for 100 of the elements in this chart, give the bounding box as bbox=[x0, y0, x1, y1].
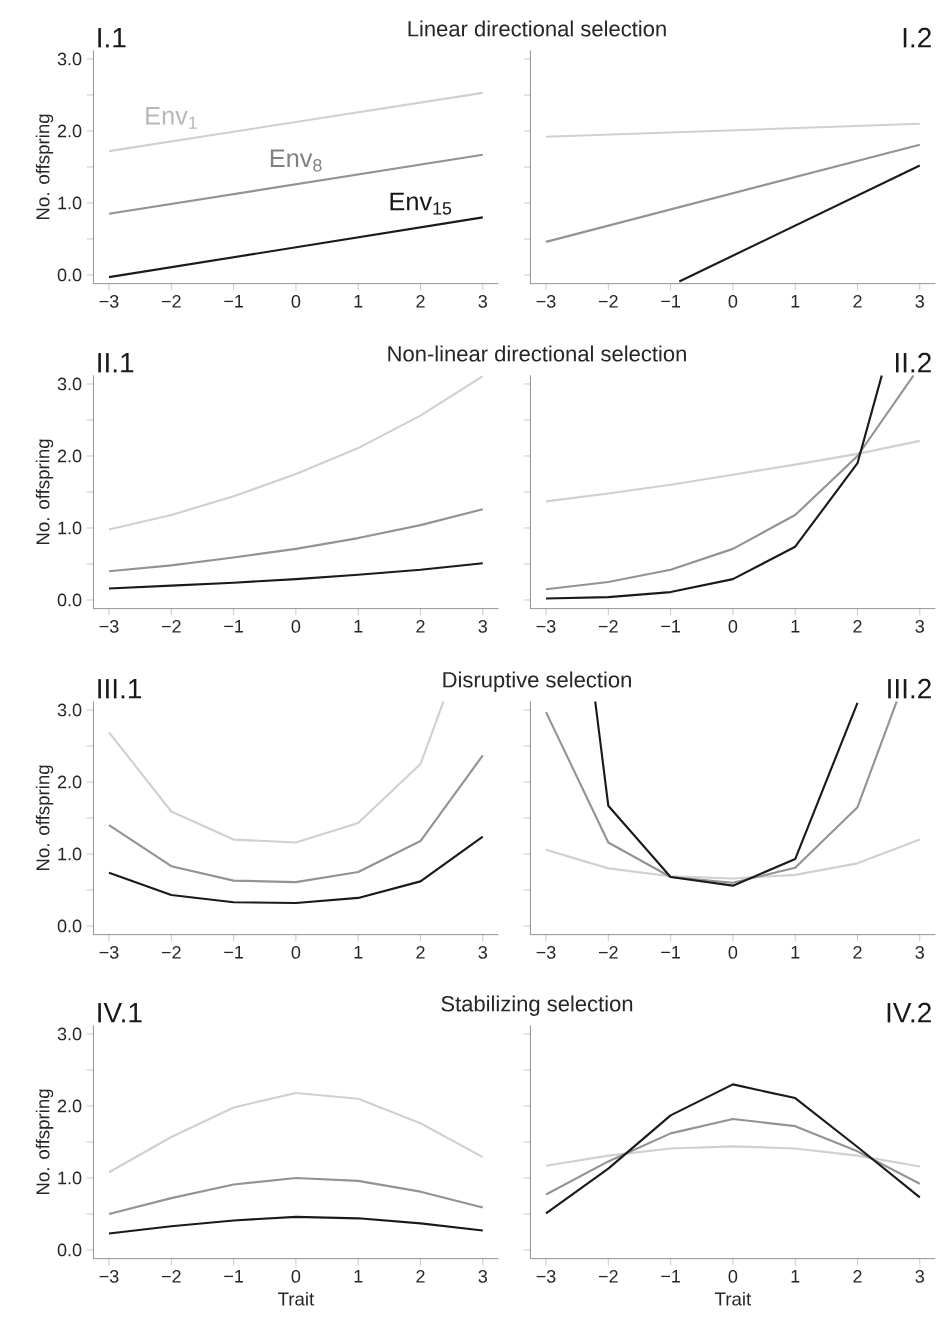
x-tick-label: 3 bbox=[478, 620, 488, 633]
text: III.1 bbox=[98, 679, 142, 699]
series-label: Env$_{8}$ bbox=[270, 149, 322, 172]
x-tick-label: 0 bbox=[291, 946, 301, 959]
chart-title: Disruptive selection bbox=[443, 671, 631, 692]
text: IV.1 bbox=[98, 1003, 142, 1023]
y-axis-title: No. offspring bbox=[35, 1089, 54, 1195]
text: III.2 bbox=[888, 678, 931, 699]
x-tick-label: 2 bbox=[853, 620, 862, 633]
x-tick-label: 2 bbox=[416, 1270, 425, 1283]
x-tick-label: −2 bbox=[161, 946, 181, 959]
line-series bbox=[107, 562, 484, 590]
x-tick-label: 3 bbox=[915, 946, 925, 959]
x-tick-label: −3 bbox=[99, 620, 119, 633]
text: II.2 bbox=[895, 352, 931, 373]
x-tick-label: −2 bbox=[161, 620, 181, 633]
x-tick-label: 2 bbox=[416, 620, 425, 633]
text: IV.2 bbox=[887, 1002, 931, 1023]
x-tick-label: 3 bbox=[478, 295, 488, 308]
y-tick-label: 3.0 bbox=[57, 1027, 82, 1041]
x-tick-label: −3 bbox=[99, 1270, 119, 1283]
line-series bbox=[107, 1091, 484, 1174]
text: I.2 bbox=[903, 27, 931, 48]
line-series bbox=[107, 375, 484, 531]
x-tick-label: −3 bbox=[99, 946, 119, 959]
y-tick-label: 0.0 bbox=[57, 593, 82, 607]
line-series bbox=[107, 508, 484, 573]
x-tick-label: 0 bbox=[728, 1270, 738, 1283]
y-tick-label: 1.0 bbox=[58, 1171, 82, 1185]
x-tick-label: 0 bbox=[728, 620, 738, 633]
y-tick-label: 0.0 bbox=[57, 919, 82, 933]
y-tick-label: 2.0 bbox=[57, 1099, 82, 1113]
x-tick-label: −3 bbox=[536, 946, 556, 959]
series-label: Env$_{1}$ bbox=[146, 107, 197, 129]
x-tick-label: 0 bbox=[728, 946, 738, 959]
x-tick-label: 3 bbox=[915, 295, 925, 308]
x-tick-label: −3 bbox=[99, 295, 119, 308]
x-tick-label: 2 bbox=[853, 295, 862, 308]
x-tick-label: −2 bbox=[161, 1270, 181, 1283]
line-series bbox=[107, 835, 484, 905]
chart-title: Linear directional selection bbox=[408, 20, 666, 37]
x-tick-label: −1 bbox=[224, 620, 243, 633]
series-label: Env$_{15}$ bbox=[390, 192, 452, 215]
y-tick-label: 1.0 bbox=[58, 521, 82, 535]
x-tick-label: −2 bbox=[161, 295, 181, 308]
x-tick-label: 0 bbox=[728, 295, 738, 308]
x-axis-title: Trait bbox=[715, 1291, 752, 1306]
y-tick-label: 2.0 bbox=[57, 449, 82, 463]
x-tick-label: −1 bbox=[661, 946, 680, 959]
x-tick-label: 1 bbox=[354, 620, 363, 633]
y-tick-label: 3.0 bbox=[57, 703, 82, 717]
x-tick-label: 1 bbox=[354, 946, 363, 959]
y-tick-label: 0.0 bbox=[57, 268, 82, 282]
y-tick-label: 1.0 bbox=[58, 196, 82, 210]
x-tick-label: 1 bbox=[791, 946, 800, 959]
line-series bbox=[107, 1215, 484, 1235]
y-axis-title: No. offspring bbox=[35, 439, 54, 545]
x-tick-label: −3 bbox=[536, 620, 556, 633]
x-tick-label: 3 bbox=[915, 620, 925, 633]
x-tick-label: 1 bbox=[791, 1270, 800, 1283]
x-tick-label: −3 bbox=[536, 1270, 556, 1283]
x-tick-label: −1 bbox=[661, 1270, 680, 1283]
text: I.1 bbox=[98, 28, 126, 48]
x-tick-label: −2 bbox=[598, 946, 618, 959]
chart-title: Stabilizing selection bbox=[441, 995, 633, 1016]
x-tick-label: 3 bbox=[478, 1270, 488, 1283]
x-tick-label: −3 bbox=[536, 295, 556, 308]
x-tick-label: 1 bbox=[354, 295, 363, 308]
x-tick-label: 1 bbox=[791, 295, 800, 308]
x-tick-label: −2 bbox=[598, 620, 618, 633]
x-tick-label: 2 bbox=[853, 946, 862, 959]
x-axis-title: Trait bbox=[277, 1291, 315, 1306]
y-tick-label: 3.0 bbox=[57, 52, 82, 66]
x-tick-label: 3 bbox=[478, 946, 488, 959]
x-tick-label: −1 bbox=[661, 295, 680, 308]
x-tick-label: 2 bbox=[416, 295, 425, 308]
x-tick-label: 1 bbox=[354, 1270, 363, 1283]
x-tick-label: −1 bbox=[661, 620, 680, 633]
x-tick-label: 1 bbox=[791, 620, 800, 633]
x-tick-label: −2 bbox=[598, 1270, 618, 1283]
y-tick-label: 0.0 bbox=[57, 1243, 82, 1257]
y-tick-label: 2.0 bbox=[57, 775, 82, 789]
line-series bbox=[107, 754, 484, 884]
x-tick-label: 0 bbox=[291, 620, 301, 633]
x-tick-label: 2 bbox=[416, 946, 425, 959]
chart-title: Non-linear directional selection bbox=[388, 345, 686, 362]
x-tick-label: 3 bbox=[915, 1270, 925, 1283]
y-axis-title: No. offspring bbox=[35, 114, 54, 220]
y-tick-label: 3.0 bbox=[57, 377, 82, 391]
y-tick-label: 2.0 bbox=[57, 124, 82, 138]
y-axis-title: No. offspring bbox=[35, 765, 54, 871]
x-tick-label: −1 bbox=[224, 1270, 243, 1283]
line-series bbox=[107, 1176, 484, 1216]
text: II.1 bbox=[98, 353, 134, 373]
line-series bbox=[107, 701, 445, 844]
y-tick-label: 1.0 bbox=[58, 847, 82, 861]
x-tick-label: 0 bbox=[291, 295, 301, 308]
x-tick-label: −2 bbox=[598, 295, 618, 308]
x-tick-label: 2 bbox=[853, 1270, 862, 1283]
x-tick-label: −1 bbox=[224, 946, 243, 959]
